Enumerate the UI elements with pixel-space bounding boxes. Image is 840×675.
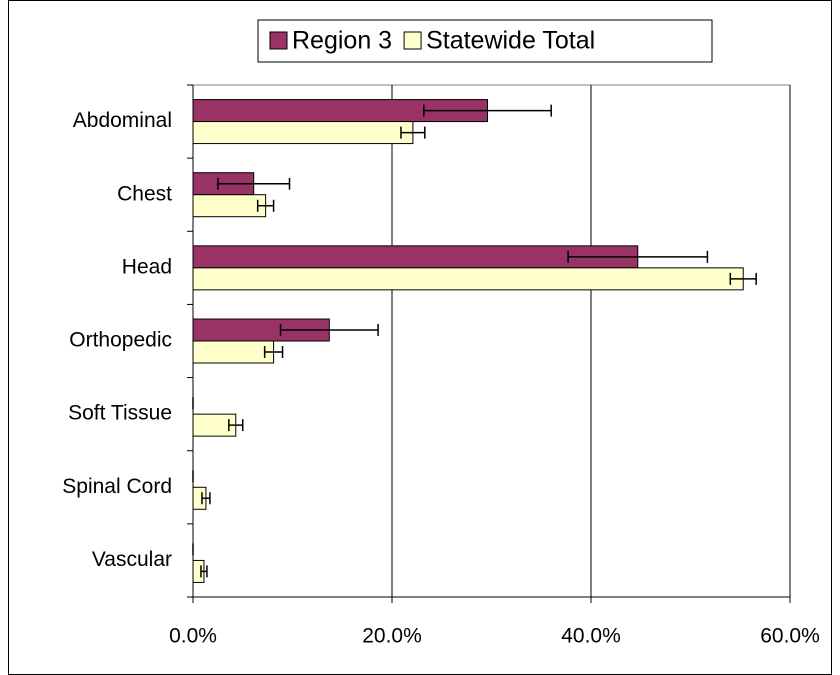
y-tick-label: Head bbox=[122, 255, 172, 278]
error-bar bbox=[279, 324, 379, 336]
y-tick-label: Vascular bbox=[92, 548, 172, 571]
bar bbox=[192, 121, 414, 145]
x-tick-label: 60.0% bbox=[760, 625, 820, 648]
legend-box bbox=[257, 19, 713, 63]
x-tick-label: 0.0% bbox=[169, 625, 217, 648]
error-bar bbox=[400, 126, 426, 139]
x-tick-label: 20.0% bbox=[362, 625, 422, 648]
legend-swatch bbox=[403, 31, 422, 50]
error-bar bbox=[423, 104, 552, 117]
bar bbox=[192, 267, 744, 291]
legend-label: Region 3 bbox=[292, 27, 392, 55]
error-bar bbox=[217, 177, 291, 190]
error-bar bbox=[256, 199, 275, 212]
x-tick-label: 40.0% bbox=[561, 625, 621, 648]
y-tick-label: Spinal Cord bbox=[62, 475, 172, 498]
error-bar bbox=[567, 250, 709, 263]
y-tick-label: Chest bbox=[117, 182, 172, 205]
bar bbox=[192, 194, 267, 218]
y-tick-label: Abdominal bbox=[73, 109, 172, 132]
legend-swatch bbox=[269, 31, 288, 50]
error-bar bbox=[263, 346, 284, 358]
error-bar bbox=[228, 419, 244, 432]
y-tick-label: Soft Tissue bbox=[68, 402, 172, 425]
error-bar bbox=[201, 492, 211, 505]
bar bbox=[192, 340, 275, 364]
legend-label: Statewide Total bbox=[426, 27, 595, 55]
y-tick-label: Orthopedic bbox=[69, 329, 172, 352]
error-bar bbox=[729, 272, 757, 285]
error-bar bbox=[200, 565, 208, 578]
